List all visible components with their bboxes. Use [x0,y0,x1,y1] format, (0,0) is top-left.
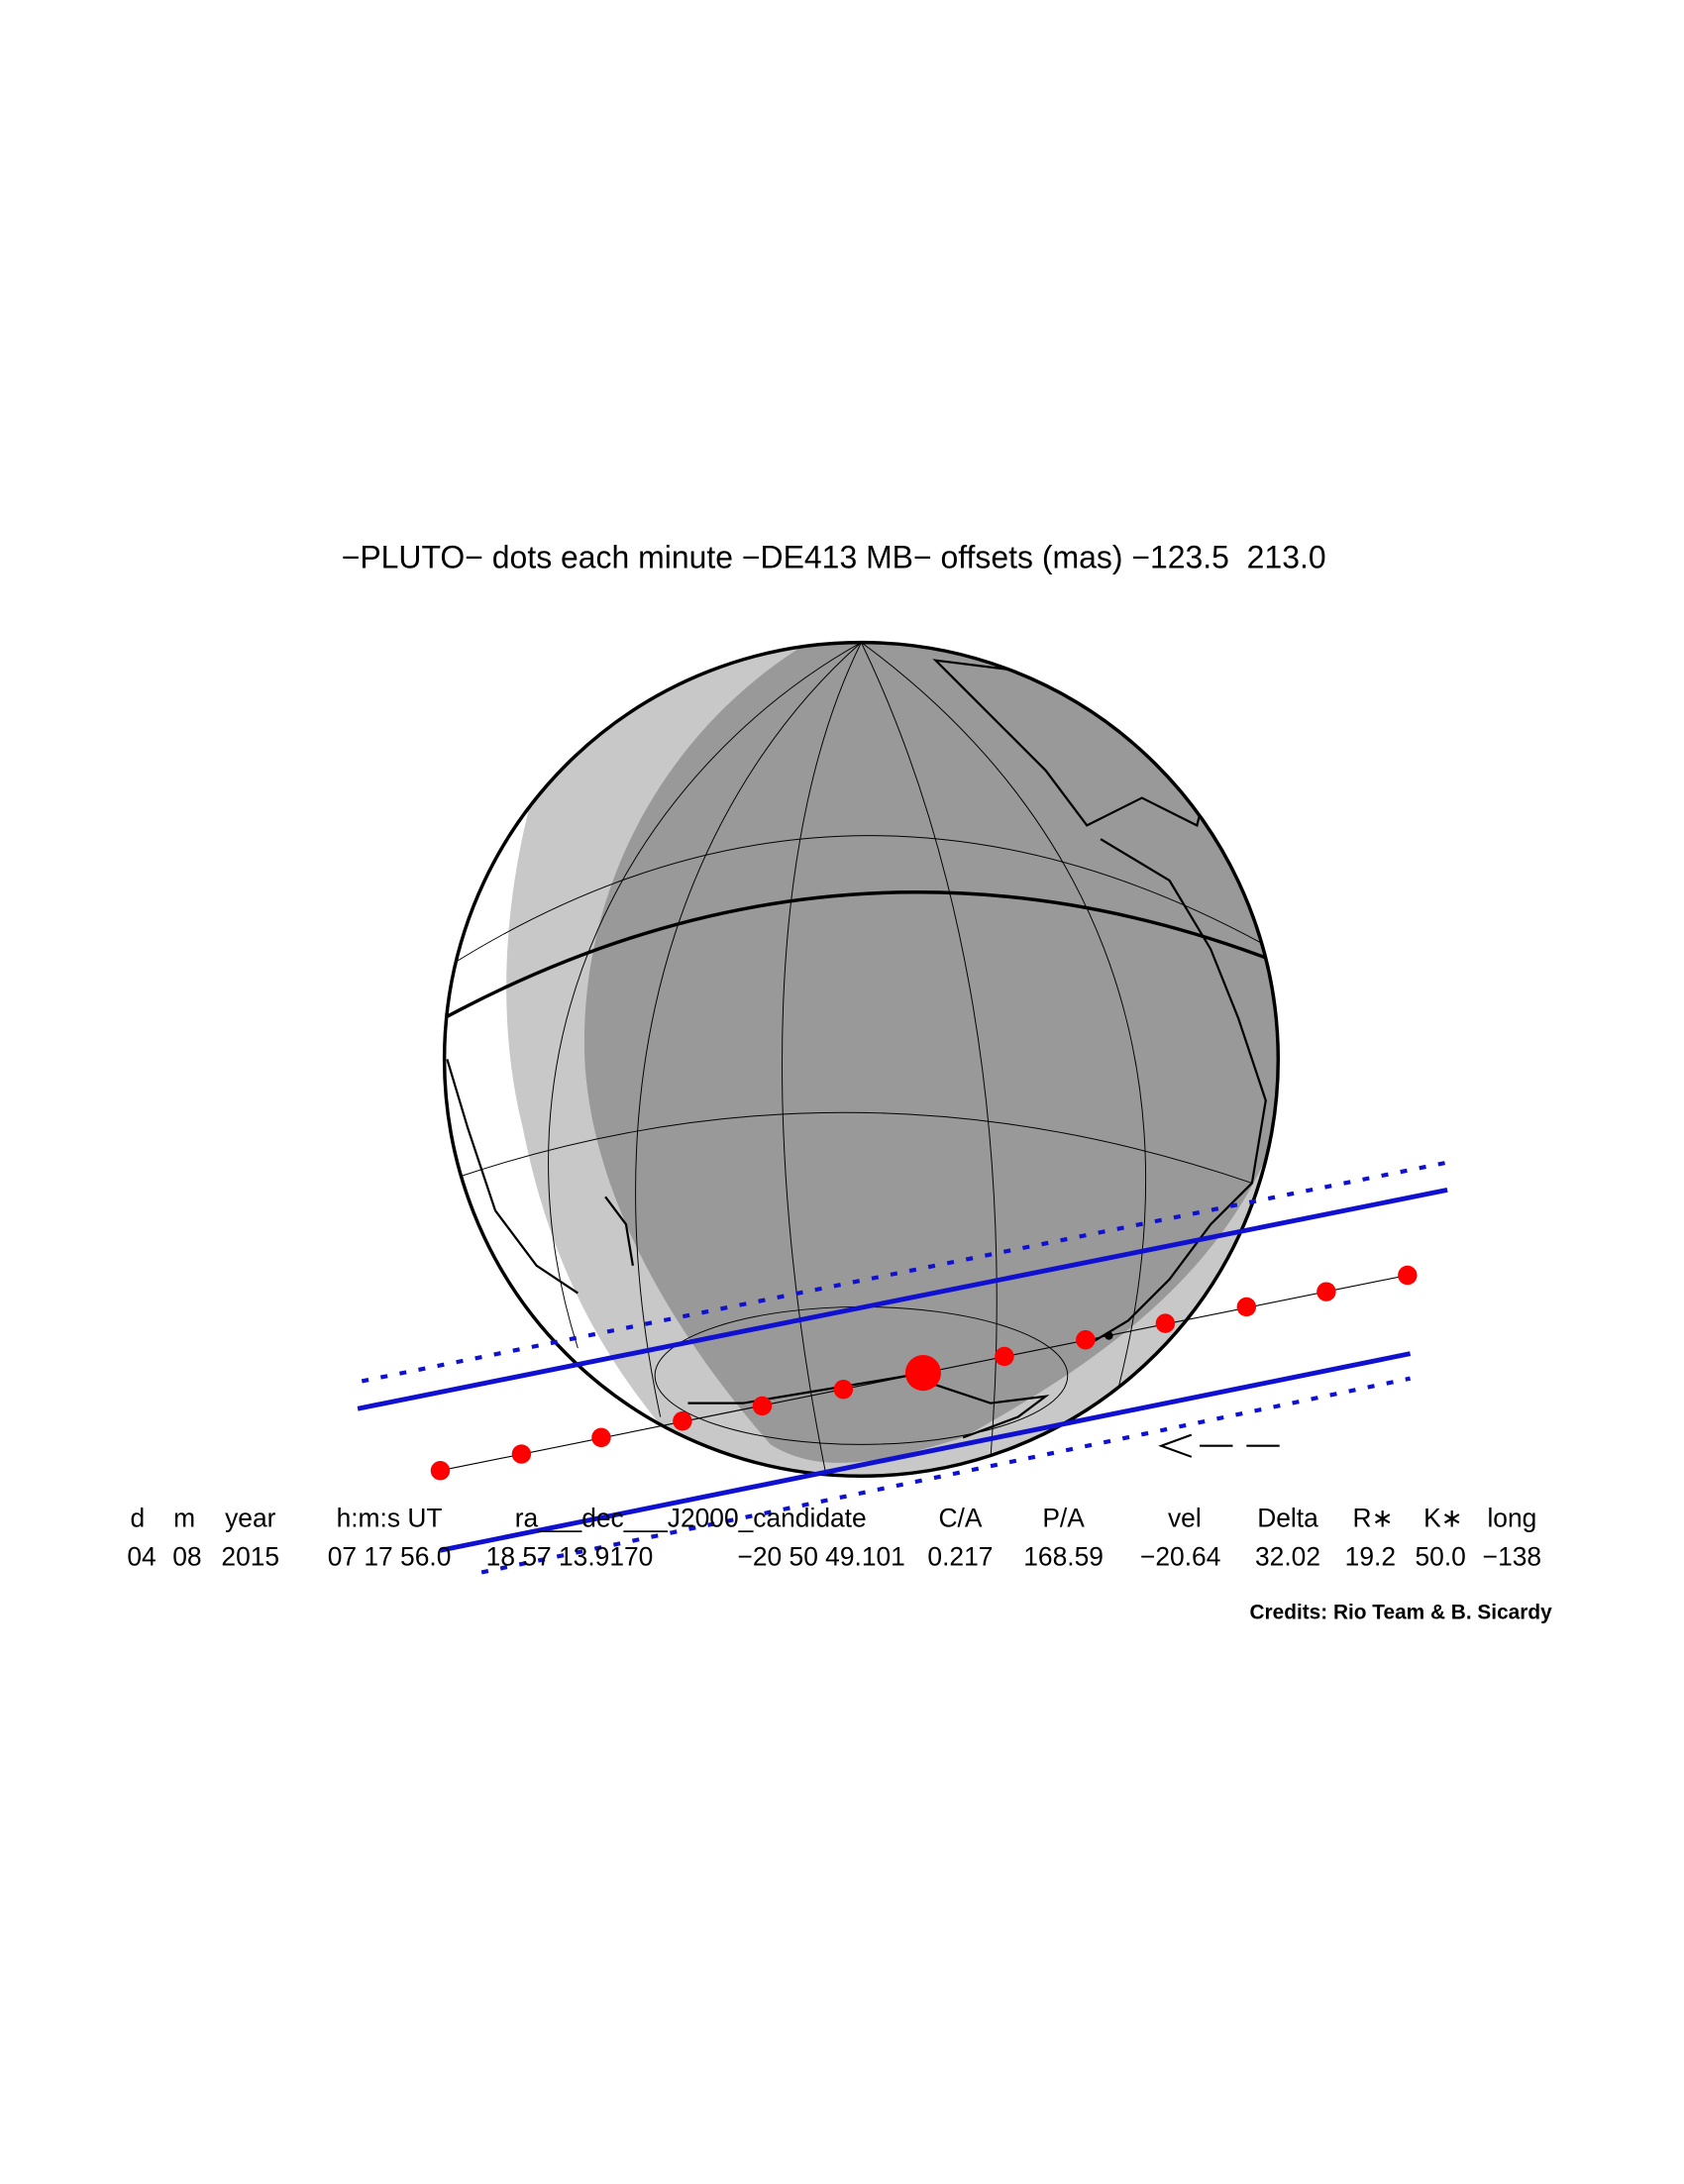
table-value: −20.64 [1140,1542,1220,1572]
table-value: 18 57 13.9170 [486,1542,654,1572]
shadow-path [357,1160,1448,1575]
table-header: K∗ [1423,1504,1463,1533]
table-header: ra___dec___J2000_candidate [515,1504,867,1533]
table-header: m [173,1504,195,1533]
direction-arrow [1158,1433,1280,1458]
globe-outline [442,640,1281,1479]
table-value: 04 [127,1542,156,1572]
south-limit [439,1351,1412,1553]
minute-dot [995,1346,1014,1367]
map-title: −PLUTO− dots each minute −DE413 MB− offs… [342,540,1326,575]
table-value: 0.217 [927,1542,993,1572]
minute-dot [430,1461,451,1481]
minute-dot [1155,1313,1176,1333]
credits: Credits: Rio Team & B. Sicardy [1249,1602,1552,1624]
event-table: d m year h:m:s UT ra___dec___J2000_candidate… [127,1504,1541,1572]
minute-dot [833,1380,854,1400]
table-header: d [131,1504,146,1533]
minute-dot [1398,1265,1418,1286]
table-value: −20 50 49.101 [737,1542,904,1572]
table-header: R∗ [1353,1504,1394,1533]
graticule [454,642,1273,1473]
table-header: long [1487,1504,1536,1533]
minute-dot [752,1396,773,1416]
night-zone [583,642,1279,1463]
table-value: 32.02 [1255,1542,1320,1572]
minute-dot [1236,1297,1257,1317]
minute-dot [673,1411,692,1431]
minute-dot [1316,1282,1336,1301]
table-value: 50.0 [1415,1542,1465,1572]
globe [442,640,1281,1479]
south-limit-dotted [480,1376,1412,1575]
minute-dot [1076,1330,1096,1350]
minute-dots [430,1265,1418,1481]
table-value: 07 17 56.0 [328,1542,452,1572]
north-limit [357,1188,1448,1411]
closest-approach-dot [904,1355,941,1392]
table-value: 19.2 [1345,1542,1396,1572]
reference-point [1105,1331,1113,1340]
table-header: C/A [938,1504,982,1533]
table-header: h:m:s UT [337,1504,443,1533]
table-value: −138 [1483,1542,1541,1572]
minute-dot [591,1427,611,1448]
table-header: vel [1168,1504,1202,1533]
table-header: year [225,1504,276,1533]
table-value: 168.59 [1023,1542,1104,1572]
table-header: Delta [1257,1504,1318,1533]
equator [444,890,1279,1020]
minute-dot [511,1444,532,1464]
table-header: P/A [1042,1504,1085,1533]
table-value: 08 [172,1542,201,1572]
table-value: 2015 [221,1542,279,1572]
